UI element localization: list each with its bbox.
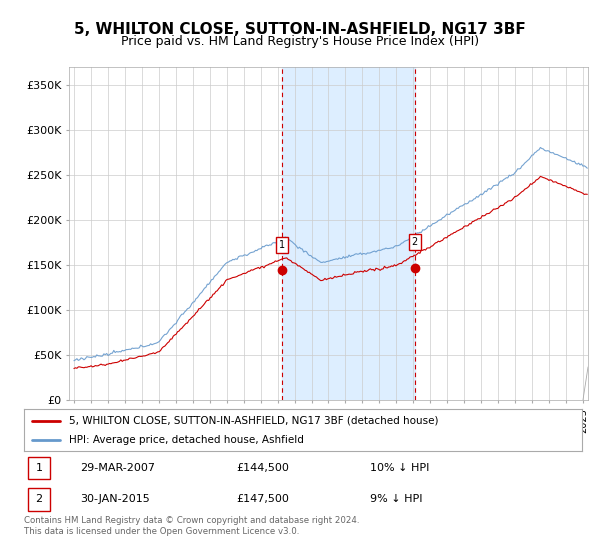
Text: Contains HM Land Registry data © Crown copyright and database right 2024.
This d: Contains HM Land Registry data © Crown c…: [24, 516, 359, 536]
Text: 30-JAN-2015: 30-JAN-2015: [80, 494, 149, 505]
Text: 2: 2: [412, 237, 418, 248]
FancyBboxPatch shape: [28, 488, 50, 511]
Text: 1: 1: [278, 240, 285, 250]
Text: 9% ↓ HPI: 9% ↓ HPI: [370, 494, 422, 505]
Text: 10% ↓ HPI: 10% ↓ HPI: [370, 463, 430, 473]
Text: 29-MAR-2007: 29-MAR-2007: [80, 463, 155, 473]
FancyBboxPatch shape: [28, 456, 50, 479]
Text: 5, WHILTON CLOSE, SUTTON-IN-ASHFIELD, NG17 3BF (detached house): 5, WHILTON CLOSE, SUTTON-IN-ASHFIELD, NG…: [68, 416, 438, 426]
Text: Price paid vs. HM Land Registry's House Price Index (HPI): Price paid vs. HM Land Registry's House …: [121, 35, 479, 48]
Bar: [281, 67, 415, 400]
Text: 5, WHILTON CLOSE, SUTTON-IN-ASHFIELD, NG17 3BF: 5, WHILTON CLOSE, SUTTON-IN-ASHFIELD, NG…: [74, 22, 526, 38]
Text: 1: 1: [35, 463, 43, 473]
Text: £144,500: £144,500: [236, 463, 289, 473]
Text: HPI: Average price, detached house, Ashfield: HPI: Average price, detached house, Ashf…: [68, 435, 304, 445]
Text: £147,500: £147,500: [236, 494, 289, 505]
Text: 2: 2: [35, 494, 43, 505]
